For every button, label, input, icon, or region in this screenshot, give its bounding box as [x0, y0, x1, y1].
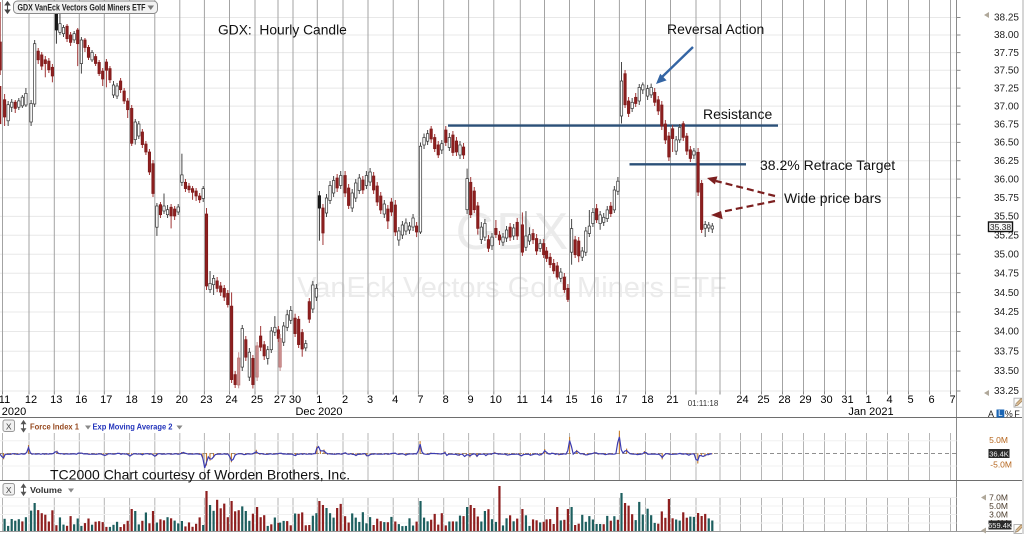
svg-text:2: 2	[342, 394, 348, 406]
svg-text:21: 21	[666, 394, 678, 406]
svg-text:38.25: 38.25	[994, 13, 1019, 24]
svg-text:35.75: 35.75	[994, 193, 1019, 204]
svg-text:10: 10	[490, 394, 502, 406]
svg-text:Exp Moving Average 2: Exp Moving Average 2	[93, 422, 173, 432]
svg-text:1: 1	[316, 394, 322, 406]
svg-text:Reversal Action: Reversal Action	[667, 21, 764, 37]
svg-text:35.38: 35.38	[990, 222, 1012, 232]
svg-text:-5.0M: -5.0M	[990, 460, 1012, 470]
svg-text:37.25: 37.25	[994, 83, 1019, 94]
svg-text:36.4K: 36.4K	[989, 449, 1009, 458]
svg-text:16: 16	[75, 394, 87, 406]
svg-text:01:11:18: 01:11:18	[688, 399, 719, 408]
svg-text:17: 17	[615, 394, 627, 406]
svg-text:23: 23	[200, 394, 212, 406]
svg-text:28: 28	[778, 394, 790, 406]
svg-text:7: 7	[949, 394, 955, 406]
svg-text:15: 15	[565, 394, 577, 406]
svg-text:24: 24	[225, 394, 237, 406]
svg-text:34.50: 34.50	[994, 288, 1019, 299]
svg-text:TC2000 Chart courtesy of Worde: TC2000 Chart courtesy of Worden Brothers…	[50, 467, 350, 483]
svg-text:13: 13	[50, 394, 62, 406]
svg-text:36.00: 36.00	[994, 174, 1019, 185]
svg-text:Wide price bars: Wide price bars	[784, 190, 881, 206]
svg-text:33.50: 33.50	[994, 366, 1019, 377]
svg-text:37.50: 37.50	[994, 66, 1019, 77]
svg-text:1: 1	[865, 394, 871, 406]
svg-text:2020: 2020	[2, 406, 26, 418]
svg-text:14: 14	[540, 394, 552, 406]
svg-text:38.00: 38.00	[994, 30, 1019, 41]
svg-text:36.25: 36.25	[994, 156, 1019, 167]
svg-text:30: 30	[820, 394, 832, 406]
svg-text:GDX VanEck Vectors Gold Miners: GDX VanEck Vectors Gold Miners ETF	[18, 3, 146, 13]
svg-text:31: 31	[841, 394, 853, 406]
svg-text:3: 3	[367, 394, 373, 406]
svg-text:659.4K: 659.4K	[988, 521, 1012, 530]
svg-text:19: 19	[151, 394, 163, 406]
svg-text:18: 18	[641, 394, 653, 406]
svg-text:GDX: Hourly Candle: GDX: Hourly Candle	[218, 23, 347, 38]
svg-text:GDX: GDX	[456, 203, 569, 261]
svg-text:X: X	[6, 421, 12, 431]
svg-text:36.50: 36.50	[994, 138, 1019, 149]
svg-text:9: 9	[468, 394, 474, 406]
svg-text:5: 5	[907, 394, 913, 406]
svg-text:4: 4	[392, 394, 398, 406]
svg-text:8: 8	[443, 394, 449, 406]
svg-text:Dec 2020: Dec 2020	[295, 406, 342, 418]
svg-text:6: 6	[928, 394, 934, 406]
svg-text:34.00: 34.00	[994, 327, 1019, 338]
svg-text:27: 27	[274, 394, 286, 406]
svg-text:25: 25	[251, 394, 263, 406]
svg-text:7: 7	[417, 394, 423, 406]
svg-text:38.2% Retrace Target: 38.2% Retrace Target	[760, 157, 895, 173]
svg-text:37.75: 37.75	[994, 48, 1019, 59]
svg-text:5.0M: 5.0M	[989, 435, 1008, 445]
svg-text:12: 12	[25, 394, 37, 406]
svg-text:29: 29	[799, 394, 811, 406]
svg-text:33.25: 33.25	[994, 386, 1019, 397]
svg-text:Resistance: Resistance	[703, 106, 772, 122]
svg-text:36.75: 36.75	[994, 119, 1019, 130]
svg-text:Force Index 1: Force Index 1	[30, 422, 79, 432]
svg-text:20: 20	[176, 394, 188, 406]
svg-text:X: X	[6, 485, 12, 495]
svg-text:L: L	[998, 409, 1003, 418]
svg-text:4: 4	[886, 394, 892, 406]
svg-text:F: F	[1014, 409, 1020, 419]
svg-text:11: 11	[517, 394, 528, 406]
svg-text:16: 16	[590, 394, 602, 406]
svg-text:33.75: 33.75	[994, 346, 1019, 357]
svg-text:Volume: Volume	[30, 485, 62, 495]
svg-text:5.0M: 5.0M	[989, 501, 1008, 511]
svg-text:18: 18	[125, 394, 137, 406]
svg-text:Jan 2021: Jan 2021	[848, 406, 893, 418]
svg-text:17: 17	[100, 394, 112, 406]
svg-text:34.75: 34.75	[994, 269, 1019, 280]
svg-text:VanEck Vectors Gold Miners ETF: VanEck Vectors Gold Miners ETF	[297, 272, 727, 304]
svg-text:%: %	[1005, 409, 1013, 419]
svg-text:35.00: 35.00	[994, 249, 1019, 260]
svg-text:35.25: 35.25	[994, 231, 1019, 242]
svg-text:A: A	[988, 409, 994, 419]
svg-text:11: 11	[0, 394, 10, 406]
svg-text:3.0M: 3.0M	[989, 510, 1008, 520]
svg-text:24: 24	[736, 394, 748, 406]
svg-text:37.00: 37.00	[994, 101, 1019, 112]
svg-text:7.0M: 7.0M	[989, 493, 1008, 503]
svg-text:35.50: 35.50	[994, 212, 1019, 223]
svg-text:25: 25	[757, 394, 769, 406]
svg-text:34.25: 34.25	[994, 307, 1019, 318]
svg-text:30: 30	[289, 394, 301, 406]
